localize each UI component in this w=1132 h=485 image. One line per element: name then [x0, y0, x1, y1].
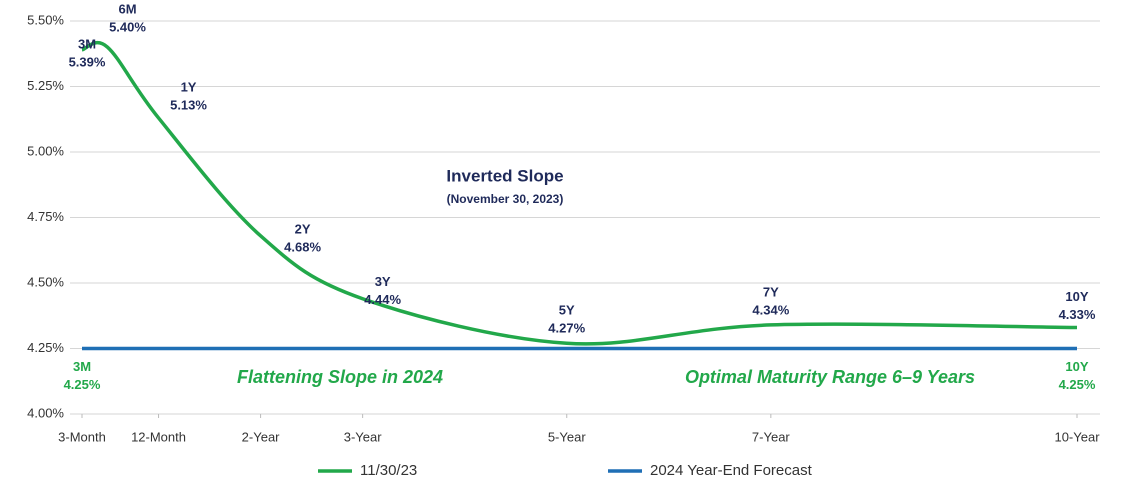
annotation: Inverted Slope: [446, 166, 563, 185]
y-tick-label: 4.00%: [27, 405, 64, 420]
point-label: 10Y: [1065, 289, 1088, 304]
point-label: 6M: [118, 2, 136, 17]
point-label: 5Y: [559, 303, 575, 318]
value-label: 4.34%: [752, 302, 789, 317]
value-label: 4.25%: [1059, 377, 1096, 392]
point-label: 10Y: [1065, 359, 1088, 374]
value-label: 4.44%: [364, 292, 401, 307]
x-tick-label: 7-Year: [752, 429, 790, 444]
point-label: 7Y: [763, 284, 779, 299]
point-label: 3M: [78, 36, 96, 51]
value-label: 5.39%: [69, 54, 106, 69]
value-label: 4.33%: [1059, 307, 1096, 322]
point-label: 3M: [73, 359, 91, 374]
annotation: (November 30, 2023): [447, 192, 564, 206]
annotation: Optimal Maturity Range 6–9 Years: [685, 367, 975, 387]
y-tick-label: 4.50%: [27, 274, 64, 289]
y-tick-label: 5.25%: [27, 78, 64, 93]
value-label: 4.27%: [548, 321, 585, 336]
point-label: 1Y: [181, 79, 197, 94]
point-label: 2Y: [295, 221, 311, 236]
point-label: 3Y: [375, 274, 391, 289]
value-label: 5.13%: [170, 97, 207, 112]
x-tick-label: 12-Month: [131, 429, 186, 444]
x-tick-label: 3-Year: [344, 429, 382, 444]
value-label: 4.25%: [64, 377, 101, 392]
legend-label: 2024 Year-End Forecast: [650, 462, 813, 479]
value-label: 4.68%: [284, 239, 321, 254]
legend-label: 11/30/23: [360, 462, 417, 479]
y-tick-label: 5.50%: [27, 12, 64, 27]
value-label: 5.40%: [109, 20, 146, 35]
y-tick-label: 4.25%: [27, 340, 64, 355]
y-tick-label: 5.00%: [27, 143, 64, 158]
x-tick-label: 2-Year: [242, 429, 280, 444]
series-line: [81, 41, 1078, 346]
annotation: Flattening Slope in 2024: [237, 367, 443, 387]
x-tick-label: 10-Year: [1054, 429, 1100, 444]
x-tick-label: 5-Year: [548, 429, 586, 444]
y-tick-label: 4.75%: [27, 209, 64, 224]
x-tick-label: 3-Month: [58, 429, 106, 444]
